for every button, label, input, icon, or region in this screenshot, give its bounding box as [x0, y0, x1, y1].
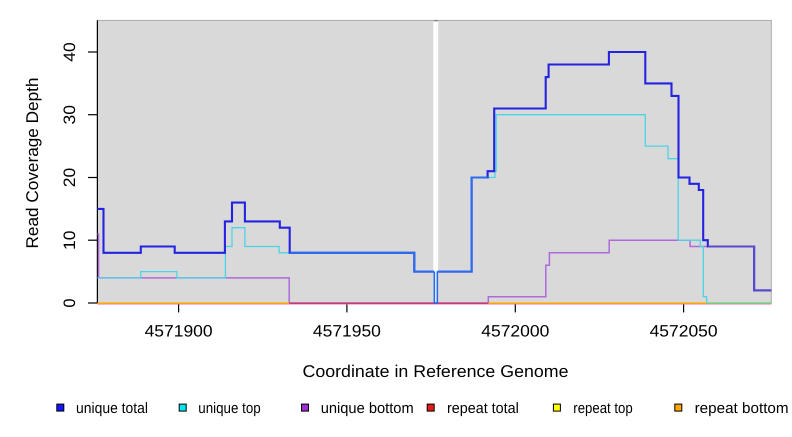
svg-text:Coordinate in Reference Genome: Coordinate in Reference Genome — [303, 362, 569, 381]
svg-text:unique top: unique top — [198, 400, 260, 417]
svg-text:unique bottom: unique bottom — [321, 400, 414, 417]
svg-text:repeat bottom: repeat bottom — [695, 400, 789, 417]
svg-text:Read Coverage Depth: Read Coverage Depth — [23, 78, 42, 249]
svg-text:4571950: 4571950 — [313, 323, 381, 341]
svg-text:40: 40 — [61, 42, 79, 62]
svg-text:4572050: 4572050 — [650, 323, 718, 341]
svg-text:10: 10 — [61, 230, 79, 250]
svg-text:4571900: 4571900 — [145, 323, 213, 341]
svg-text:unique total: unique total — [76, 400, 148, 417]
svg-text:repeat top: repeat top — [573, 400, 632, 417]
svg-text:0: 0 — [61, 298, 79, 307]
svg-text:30: 30 — [61, 105, 79, 125]
svg-text:4572000: 4572000 — [481, 323, 549, 341]
svg-text:20: 20 — [61, 168, 79, 188]
svg-text:repeat total: repeat total — [447, 400, 519, 417]
